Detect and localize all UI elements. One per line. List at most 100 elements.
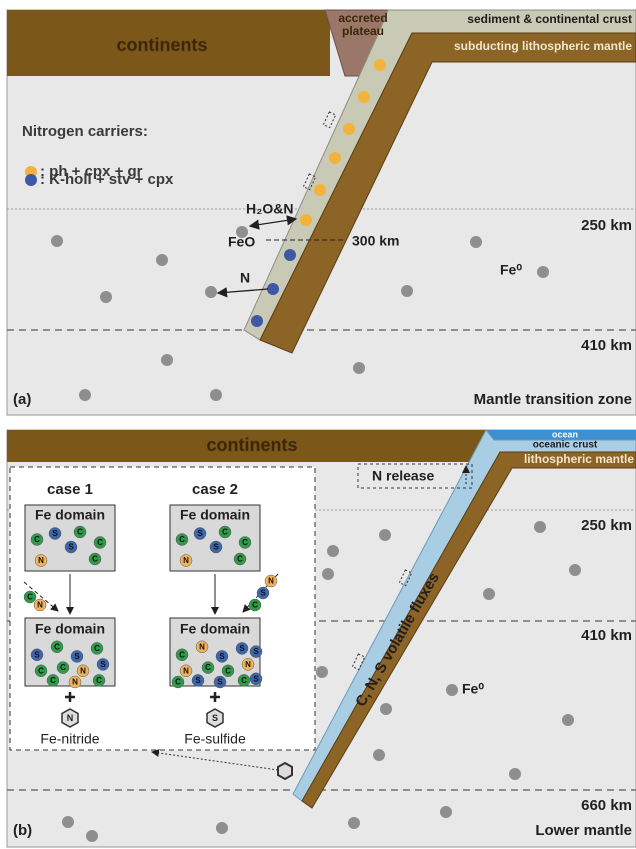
panel-label: (b): [13, 822, 32, 839]
element-dot: [88, 552, 102, 566]
element-symbol: N: [199, 642, 205, 651]
element-dot: [233, 552, 247, 566]
element-symbol: C: [179, 650, 185, 659]
fe-grain: [348, 817, 360, 829]
depth-label: 300 km: [352, 233, 399, 249]
element-dot: [76, 664, 90, 678]
element-symbol: S: [100, 660, 106, 669]
plus: [65, 692, 75, 702]
carrier-ph: [329, 152, 341, 164]
fe-grain: [446, 684, 458, 696]
ocean-label: ocean: [552, 429, 578, 439]
product-label: Fe-sulfide: [184, 731, 246, 747]
element-dot: [209, 540, 223, 554]
element-dot: [23, 590, 37, 604]
fe0-label: Fe⁰: [462, 681, 484, 697]
carrier-ph: [374, 59, 386, 71]
element-dot: [264, 574, 278, 588]
element-dot: [46, 674, 60, 687]
case-title: case 1: [47, 481, 93, 498]
ocean: [486, 430, 636, 440]
element-dot: [96, 658, 110, 671]
element-symbol: S: [253, 647, 259, 656]
element-dot: [70, 650, 84, 663]
fluid-bubble: [322, 111, 337, 129]
fe-grain: [509, 768, 521, 780]
element-dot: [93, 536, 107, 549]
carrier-kholl: [284, 249, 296, 261]
fe-grain: [316, 666, 328, 678]
plateau-label: accreted: [338, 11, 387, 25]
element-dot: [179, 554, 193, 567]
element-symbol: C: [252, 601, 258, 610]
element-symbol: C: [27, 593, 33, 602]
fluid-label: H₂O&N: [246, 201, 293, 217]
domain-title: Fe domain: [35, 621, 105, 637]
element-symbol: S: [195, 676, 201, 685]
element-symbol: N: [183, 556, 189, 565]
fe-grain: [440, 806, 452, 818]
fe-grain: [562, 714, 574, 726]
element-symbol: C: [205, 663, 211, 672]
fe-grain: [161, 354, 173, 366]
element-dot: [193, 527, 207, 540]
plus: [210, 692, 220, 702]
element-dot: [90, 642, 104, 655]
element-symbol: S: [217, 678, 223, 687]
fluid-bubble: [302, 173, 317, 191]
fe-grain: [86, 830, 98, 842]
carrier-kholl: [251, 315, 263, 327]
fe-grain: [373, 749, 385, 761]
element-dot: [215, 650, 229, 663]
element-dot: [56, 661, 70, 674]
product-label: Fe-nitride: [40, 731, 99, 747]
element-dot: [64, 540, 78, 554]
n-label: N: [240, 270, 250, 286]
element-dot: [249, 645, 263, 658]
arrow: [248, 215, 298, 230]
element-dot: [30, 648, 44, 662]
element-symbol: C: [60, 663, 66, 672]
element-symbol: S: [74, 652, 80, 661]
fe-grain: [156, 254, 168, 266]
domain-title: Fe domain: [180, 507, 250, 523]
zone-label: Lower mantle: [535, 822, 632, 839]
element-dot: [92, 674, 106, 687]
hex-symbol: S: [212, 713, 218, 723]
carrier-ph: [300, 214, 312, 226]
element-dot: [221, 664, 235, 678]
element-symbol: C: [179, 535, 185, 544]
element-symbol: C: [237, 555, 243, 564]
element-dot: [238, 536, 252, 549]
element-symbol: C: [241, 676, 247, 685]
element-dot: [50, 640, 64, 654]
case-title: case 2: [192, 481, 238, 498]
element-symbol: C: [50, 676, 56, 685]
panel-b: continents ocean oceanic crust lithosphe…: [6, 429, 636, 848]
element-symbol: C: [96, 676, 102, 685]
element-symbol: S: [34, 650, 40, 659]
continents-label: continents: [116, 35, 207, 55]
depth-label: 660 km: [581, 797, 632, 814]
fe-grain: [100, 291, 112, 303]
fe-grain: [534, 521, 546, 533]
release-label: N release: [372, 468, 434, 484]
element-dot: [175, 648, 189, 662]
element-symbol: S: [68, 543, 74, 552]
legend-title: Nitrogen carriers:: [22, 123, 148, 140]
element-dot: [171, 675, 185, 689]
element-symbol: S: [213, 543, 219, 552]
element-dot: [248, 598, 262, 612]
mantle-label: lithospheric mantle: [524, 452, 634, 466]
element-dot: [68, 675, 82, 689]
slab-mantle: [301, 451, 636, 809]
legend-swatch: [25, 174, 37, 186]
element-dot: [201, 661, 215, 674]
continents-label: continents: [206, 435, 297, 455]
element-symbol: C: [77, 528, 83, 537]
carrier-ph: [314, 184, 326, 196]
element-symbol: N: [38, 556, 44, 565]
fe-grain: [322, 568, 334, 580]
element-dot: [241, 658, 255, 671]
